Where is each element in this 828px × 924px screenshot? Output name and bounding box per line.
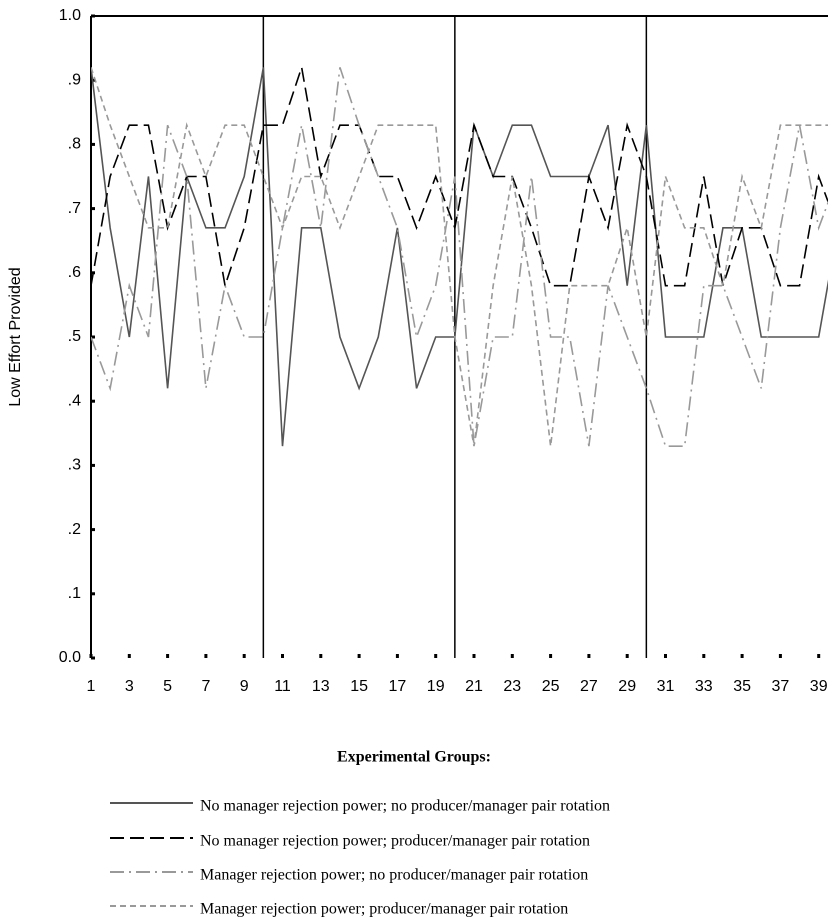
x-tick-label: 7 xyxy=(201,678,210,695)
x-tick-label: 33 xyxy=(695,678,713,695)
x-tick-label: 21 xyxy=(465,678,483,695)
x-tick-label: 25 xyxy=(542,678,560,695)
y-tick-label: .8 xyxy=(68,136,81,153)
x-tick-label: 27 xyxy=(580,678,598,695)
series-line xyxy=(91,67,828,447)
x-tick-label: 5 xyxy=(163,678,172,695)
x-tick-label: 31 xyxy=(657,678,675,695)
x-tick-label: 23 xyxy=(503,678,521,695)
legend-label: No manager rejection power; producer/man… xyxy=(200,833,590,850)
legend-label: Manager rejection power; no producer/man… xyxy=(200,867,588,884)
plot-area xyxy=(91,67,828,447)
y-tick-label: 0.0 xyxy=(59,649,81,666)
legend-label: Manager rejection power; producer/manage… xyxy=(200,901,568,918)
legend-title: Experimental Groups: xyxy=(337,749,491,766)
x-tick-label: 19 xyxy=(427,678,445,695)
y-axis-label: Low Effort Provided xyxy=(7,267,24,406)
y-tick-label: 1.0 xyxy=(59,7,81,24)
y-tick-label: .5 xyxy=(68,328,81,345)
x-tick-label: 35 xyxy=(733,678,751,695)
x-tick-label: 11 xyxy=(274,678,291,695)
y-tick-label: .7 xyxy=(68,200,81,217)
x-tick-label: 29 xyxy=(618,678,636,695)
y-tick-label: .3 xyxy=(68,457,81,474)
x-tick-label: 1 xyxy=(87,678,96,695)
series-line xyxy=(91,67,828,447)
x-tick-label: 15 xyxy=(350,678,368,695)
x-tick-label: 37 xyxy=(772,678,790,695)
legend-label: No manager rejection power; no producer/… xyxy=(200,798,610,815)
y-tick-label: .6 xyxy=(68,264,81,281)
series-line xyxy=(91,67,828,447)
x-tick-label: 13 xyxy=(312,678,330,695)
x-tick-label: 9 xyxy=(240,678,249,695)
y-tick-label: .4 xyxy=(68,392,81,409)
x-tick-label: 17 xyxy=(389,678,407,695)
y-tick-label: .1 xyxy=(68,585,81,602)
y-tick-label: .2 xyxy=(68,521,81,538)
x-tick-label: 3 xyxy=(125,678,134,695)
x-tick-label: 39 xyxy=(810,678,828,695)
y-tick-label: .9 xyxy=(68,71,81,88)
